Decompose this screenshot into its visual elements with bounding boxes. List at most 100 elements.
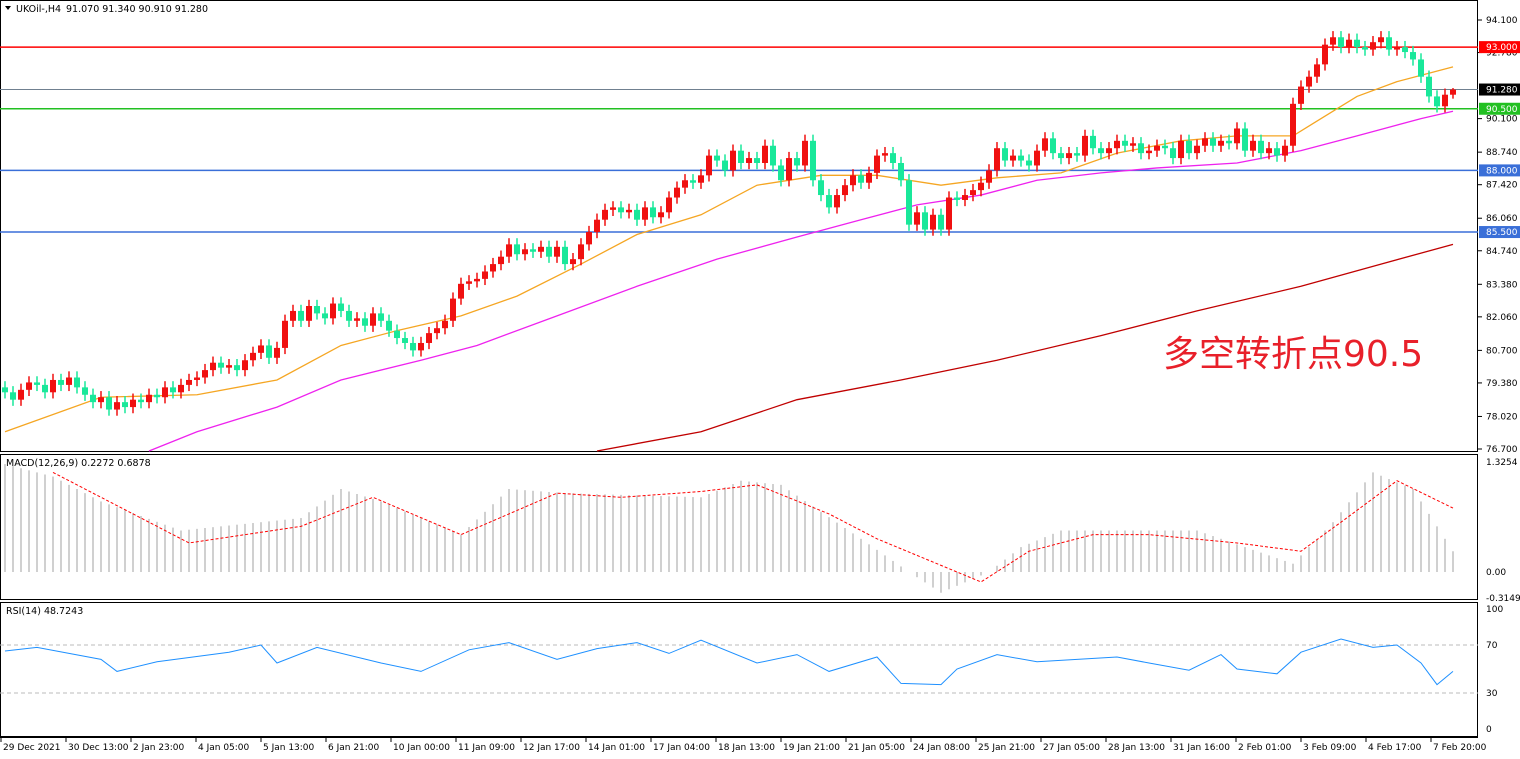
bull-candle bbox=[466, 281, 472, 284]
bear-candle bbox=[618, 207, 624, 213]
bull-candle bbox=[1082, 135, 1088, 156]
bull-candle bbox=[834, 195, 840, 208]
time-tick-label: 14 Jan 01:00 bbox=[588, 743, 645, 753]
price-tick-label: 83.380 bbox=[1486, 280, 1518, 290]
time-tick-label: 29 Dec 2021 bbox=[3, 743, 61, 753]
bear-candle bbox=[410, 342, 416, 351]
bear-candle bbox=[922, 212, 928, 230]
bear-candle bbox=[1074, 153, 1080, 156]
bear-candle bbox=[362, 318, 368, 326]
level-label: 85.500 bbox=[1486, 228, 1518, 238]
rsi-series bbox=[0, 638, 1478, 694]
rsi-line bbox=[4, 638, 1454, 686]
bull-candle bbox=[482, 271, 488, 279]
bull-candle bbox=[1114, 140, 1120, 149]
bull-candle bbox=[98, 397, 104, 403]
bear-candle bbox=[1242, 128, 1248, 151]
bear-candle bbox=[1258, 140, 1264, 154]
bear-candle bbox=[338, 303, 344, 311]
bear-candle bbox=[82, 387, 88, 395]
bear-candle bbox=[1058, 153, 1064, 159]
bull-candle bbox=[498, 256, 504, 265]
bear-candle bbox=[322, 313, 328, 319]
dropdown-triangle-icon[interactable] bbox=[5, 6, 11, 10]
bull-candle bbox=[202, 370, 208, 378]
bear-candle bbox=[34, 382, 40, 385]
bear-candle bbox=[938, 214, 944, 230]
bear-candle bbox=[562, 246, 568, 265]
bear-candle bbox=[954, 197, 960, 200]
bear-candle bbox=[1402, 47, 1408, 53]
time-tick-label: 27 Jan 05:00 bbox=[1043, 743, 1100, 753]
time-tick-label: 11 Jan 09:00 bbox=[458, 743, 515, 753]
level-label: 90.500 bbox=[1486, 105, 1518, 115]
bull-candle bbox=[274, 347, 280, 358]
bull-candle bbox=[146, 394, 152, 403]
bull-candle bbox=[946, 197, 952, 230]
bull-candle bbox=[674, 187, 680, 198]
macd-series bbox=[4, 464, 1454, 593]
bull-candle bbox=[1234, 128, 1240, 144]
level-label: 91.280 bbox=[1486, 86, 1518, 96]
price-tick-label: 79.380 bbox=[1486, 379, 1518, 389]
time-tick-label: 18 Jan 13:00 bbox=[718, 743, 775, 753]
time-tick-label: 30 Dec 13:00 bbox=[68, 743, 129, 753]
bull-candle bbox=[162, 387, 168, 398]
time-tick-label: 10 Jan 00:00 bbox=[393, 743, 450, 753]
bear-candle bbox=[394, 330, 400, 339]
bear-candle bbox=[1170, 148, 1176, 159]
bear-candle bbox=[754, 158, 760, 163]
bear-candle bbox=[90, 394, 96, 403]
price-panel bbox=[0, 0, 1478, 452]
bull-candle bbox=[970, 190, 976, 196]
bull-candle bbox=[1450, 89, 1456, 95]
bull-candle bbox=[1378, 37, 1384, 43]
bear-candle bbox=[890, 153, 896, 163]
bull-candle bbox=[130, 399, 136, 408]
macd-tick-label: 1.3254 bbox=[1486, 458, 1518, 468]
bear-candle bbox=[634, 209, 640, 220]
bear-candle bbox=[2, 387, 8, 393]
price-tick-label: 82.060 bbox=[1486, 313, 1518, 323]
bull-candle bbox=[626, 209, 632, 213]
bear-candle bbox=[770, 145, 776, 166]
bull-candle bbox=[330, 303, 336, 319]
bull-candle bbox=[1394, 47, 1400, 50]
bull-candle bbox=[66, 377, 72, 385]
price-axis[interactable]: 94.100 92.780 90.100 88.740 87.420 86.060 84.7… bbox=[1478, 16, 1520, 735]
bear-candle bbox=[778, 165, 784, 181]
bull-candle bbox=[786, 158, 792, 181]
bull-candle bbox=[1154, 145, 1160, 151]
bear-candle bbox=[826, 195, 832, 208]
macd-title: MACD(12,26,9) 0.2272 0.6878 bbox=[6, 458, 151, 469]
bull-candle bbox=[442, 320, 448, 329]
bull-candle bbox=[1346, 39, 1352, 48]
candles bbox=[2, 31, 1456, 416]
bear-candle bbox=[1098, 148, 1104, 154]
bull-candle bbox=[282, 320, 288, 348]
time-tick-label: 4 Jan 05:00 bbox=[198, 743, 250, 753]
price-tick-label: 88.740 bbox=[1486, 148, 1518, 158]
bull-candle bbox=[242, 360, 248, 371]
bull-candle bbox=[802, 140, 808, 166]
price-tick-label: 78.020 bbox=[1486, 412, 1518, 422]
bear-candle bbox=[1122, 140, 1128, 146]
bull-candle bbox=[522, 249, 528, 255]
time-tick-label: 3 Feb 09:00 bbox=[1303, 743, 1357, 753]
bull-candle bbox=[1218, 140, 1224, 146]
time-tick-label: 7 Feb 20:00 bbox=[1433, 743, 1487, 753]
bull-candle bbox=[194, 377, 200, 380]
bull-candle bbox=[458, 283, 464, 299]
level-label: 88.000 bbox=[1486, 166, 1518, 176]
bear-candle bbox=[1186, 140, 1192, 154]
bear-candle bbox=[906, 180, 912, 225]
bull-candle bbox=[986, 170, 992, 183]
time-axis[interactable]: 29 Dec 2021 30 Dec 13:00 2 Jan 23:00 4 Jan … bbox=[0, 737, 1487, 753]
bear-candle bbox=[818, 180, 824, 196]
bear-candle bbox=[346, 310, 352, 321]
bull-candle bbox=[1322, 44, 1328, 65]
bull-candle bbox=[962, 195, 968, 200]
bear-candle bbox=[1362, 47, 1368, 50]
ma-line-slow bbox=[596, 243, 1454, 452]
